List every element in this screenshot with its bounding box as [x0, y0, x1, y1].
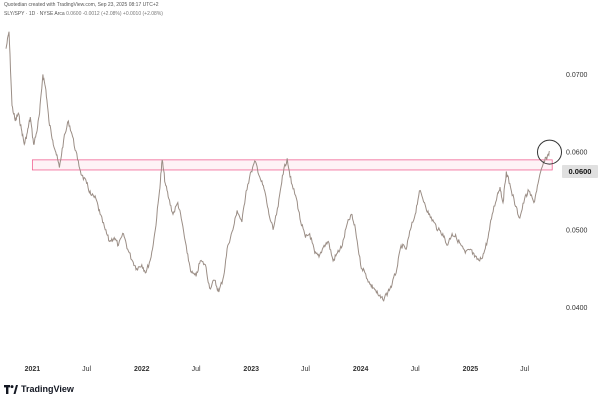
footer-brand-label: TradingView: [21, 384, 74, 394]
last-price-badge: 0.0600: [562, 165, 598, 178]
x-tick-label: Jul: [192, 366, 201, 373]
x-tick-label: Jul: [411, 366, 420, 373]
x-tick-label: Jul: [82, 366, 91, 373]
y-axis-labels: 0.0700 0.0600 0.0500 0.0400: [566, 72, 588, 312]
symbol-label: SLY/SPY · 1D · NYSE Arca: [4, 11, 65, 17]
x-tick-label: 2022: [134, 366, 150, 373]
x-tick-label: Jul: [301, 366, 310, 373]
resistance-band-layer: [31, 159, 553, 171]
y-tick-label: 0.0500: [566, 227, 588, 234]
y-tick-label: 0.0400: [566, 305, 588, 312]
symbol-info: SLY/SPY · 1D · NYSE Arca 0.0600 -0.0012 …: [4, 11, 163, 17]
x-tick-label: 2024: [353, 366, 369, 373]
credit-line: Quotedian created with TradingView.com, …: [4, 2, 159, 8]
price-series-line: [5, 31, 550, 302]
x-tick-label: 2025: [463, 366, 479, 373]
resistance-band: [31, 159, 553, 171]
x-tick-label: 2023: [243, 366, 259, 373]
x-tick-label: 2021: [25, 366, 41, 373]
y-tick-label: 0.0600: [566, 150, 588, 157]
y-tick-label: 0.0700: [566, 72, 588, 79]
footer-brand: TradingView: [4, 384, 74, 394]
x-axis-labels: 2021 Jul 2022 Jul 2023 Jul 2024 Jul 2025 Jul: [25, 366, 530, 373]
x-tick-label: Jul: [520, 366, 529, 373]
tradingview-logo-icon: [4, 384, 18, 394]
ohlc-values: 0.0600 -0.0012 (+2.08%) +0.0010 (+2.08%): [66, 11, 163, 17]
highlight-circle: [537, 139, 563, 165]
